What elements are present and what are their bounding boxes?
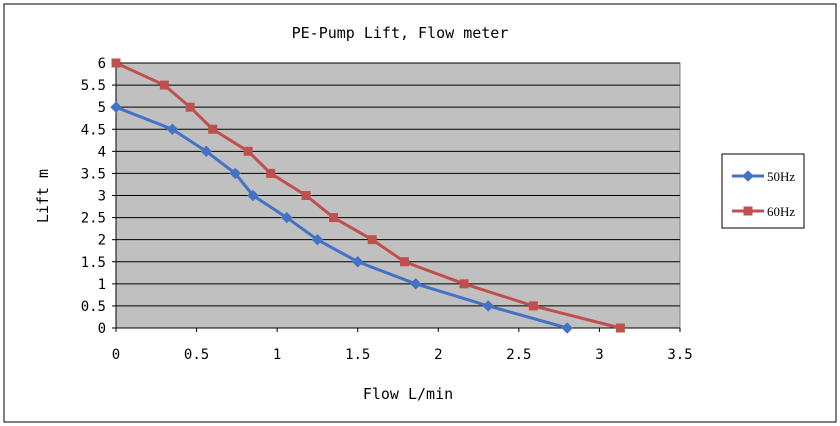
x-tick-label: 1.5	[345, 347, 370, 363]
y-tick-label: 4	[98, 144, 106, 160]
data-point	[200, 145, 212, 158]
y-tick-label: 2	[98, 233, 106, 249]
series-60hz	[111, 58, 625, 333]
data-point	[329, 213, 339, 223]
y-tick-label: 1.5	[81, 255, 106, 271]
y-axis-label: Lift m	[34, 169, 52, 223]
data-point	[159, 80, 169, 90]
y-tick-label: 5	[98, 100, 106, 116]
x-tick-label: 0.5	[184, 347, 209, 363]
chart-border	[3, 3, 837, 423]
data-point	[111, 58, 121, 68]
x-axis-label: Flow L/min	[363, 385, 453, 403]
data-point	[410, 278, 422, 290]
y-tick-label: 0.5	[81, 299, 106, 315]
x-tick-label: 3	[595, 347, 603, 363]
y-tick-label: 5.5	[81, 78, 106, 94]
legend-entry: 60Hz	[767, 204, 795, 219]
y-tick-label: 2.5	[81, 211, 106, 227]
data-point	[166, 123, 179, 135]
legend-box	[721, 153, 805, 229]
data-point	[301, 191, 311, 200]
data-point	[528, 301, 538, 311]
data-point	[459, 279, 469, 289]
x-tick-label: 2	[434, 347, 442, 363]
data-point	[367, 235, 377, 245]
legend-swatch-marker	[743, 206, 753, 216]
data-point	[615, 323, 625, 333]
data-point	[352, 256, 364, 268]
y-tick-label: 1	[98, 277, 106, 293]
y-axis-ticks: 0 0.5 1 1.5 2 2.5 3 3.5 4 4.5 5 5.5 6	[81, 56, 116, 337]
data-point	[185, 102, 195, 112]
x-tick-label: 2.5	[506, 347, 531, 363]
data-point	[561, 322, 573, 334]
y-tick-label: 6	[98, 56, 106, 72]
series-50hz	[110, 101, 573, 334]
x-tick-label: 3.5	[667, 347, 692, 363]
data-point	[281, 211, 293, 224]
chart-title: PE-Pump Lift, Flow meter	[292, 24, 509, 42]
x-tick-label: 0	[112, 347, 120, 363]
data-point	[208, 124, 218, 134]
data-point	[311, 233, 324, 246]
y-tick-label: 3	[98, 189, 106, 205]
grid-lines	[116, 62, 680, 329]
data-point	[482, 300, 494, 312]
data-point	[243, 146, 253, 156]
x-tick-label: 1	[273, 347, 281, 363]
series-layer	[110, 58, 625, 334]
data-point	[110, 101, 122, 113]
legend-entry: 50Hz	[767, 169, 795, 184]
x-axis-ticks: 0 0.5 1 1.5 2 2.5 3 3.5	[112, 63, 693, 363]
y-tick-label: 3.5	[81, 166, 106, 182]
data-point	[229, 167, 241, 180]
data-point	[266, 168, 276, 178]
legend: 50Hz 60Hz	[721, 153, 805, 229]
data-point	[247, 189, 259, 202]
y-tick-label: 0	[98, 321, 106, 337]
legend-swatch-marker	[742, 170, 754, 182]
data-point	[399, 257, 409, 267]
y-tick-label: 4.5	[81, 122, 106, 138]
